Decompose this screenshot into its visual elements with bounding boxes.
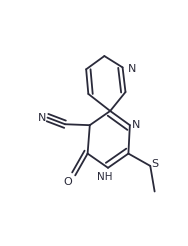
Text: O: O xyxy=(64,177,72,187)
Text: N: N xyxy=(128,64,136,74)
Text: N: N xyxy=(132,120,140,130)
Text: S: S xyxy=(152,159,159,169)
Text: NH: NH xyxy=(97,172,112,182)
Text: N: N xyxy=(38,113,46,123)
